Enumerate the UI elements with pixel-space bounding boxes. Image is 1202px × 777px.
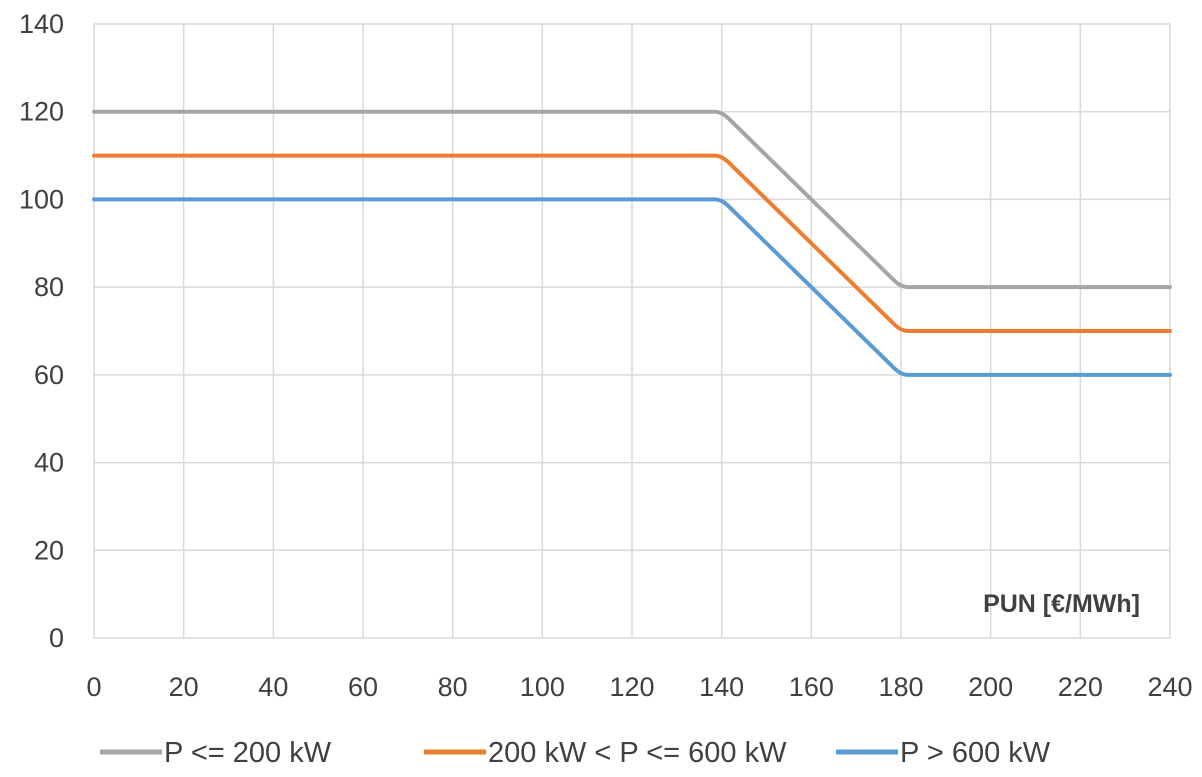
series-line-3 bbox=[92, 197, 1172, 377]
x-tick-label: 40 bbox=[258, 672, 288, 702]
y-tick-label: 120 bbox=[19, 97, 64, 127]
x-tick-label: 20 bbox=[169, 672, 199, 702]
y-tick-label: 80 bbox=[34, 272, 64, 302]
legend-label-1: P <= 200 kW bbox=[164, 737, 332, 769]
x-tick-label: 220 bbox=[1058, 672, 1103, 702]
x-tick-label: 120 bbox=[609, 672, 654, 702]
y-tick-label: 60 bbox=[34, 360, 64, 390]
legend: P <= 200 kW 200 kW < P <= 600 kW P > 600 k… bbox=[100, 737, 1051, 769]
x-tick-labels: 0 20 40 60 80 100 120 140 160 180 200 220 240 bbox=[86, 672, 1192, 702]
series-line-2 bbox=[92, 153, 1172, 333]
x-tick-label: 100 bbox=[520, 672, 565, 702]
y-tick-labels: 0 20 40 60 80 100 120 140 bbox=[19, 9, 64, 653]
x-tick-label: 200 bbox=[968, 672, 1013, 702]
y-tick-label: 40 bbox=[34, 448, 64, 478]
y-tick-label: 100 bbox=[19, 184, 64, 214]
x-tick-label: 80 bbox=[438, 672, 468, 702]
legend-label-2: 200 kW < P <= 600 kW bbox=[488, 737, 787, 769]
series-line-1 bbox=[92, 109, 1172, 290]
x-axis-title: PUN [€/MWh] bbox=[983, 590, 1140, 618]
x-tick-label: 0 bbox=[86, 672, 101, 702]
y-tick-label: 0 bbox=[49, 623, 64, 653]
x-tick-label: 160 bbox=[789, 672, 834, 702]
x-tick-label: 240 bbox=[1147, 672, 1192, 702]
x-tick-label: 60 bbox=[348, 672, 378, 702]
y-tick-label: 140 bbox=[19, 9, 64, 39]
x-tick-label: 180 bbox=[878, 672, 923, 702]
legend-label-3: P > 600 kW bbox=[900, 737, 1051, 769]
series-group bbox=[92, 109, 1172, 377]
y-tick-label: 20 bbox=[34, 535, 64, 565]
x-tick-label: 140 bbox=[699, 672, 744, 702]
